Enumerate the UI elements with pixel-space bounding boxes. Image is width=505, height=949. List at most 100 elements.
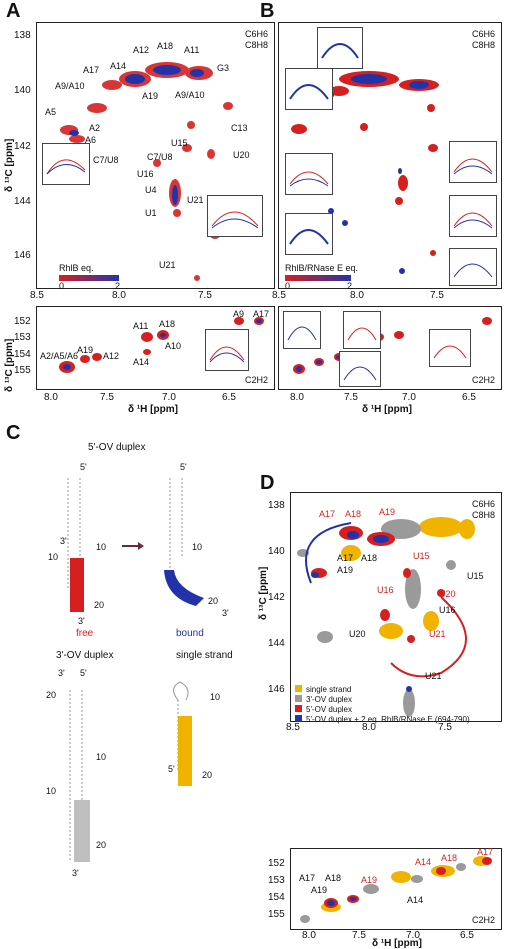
d-b-label-a18ss: A18: [325, 873, 342, 883]
a-bottom-inset: [205, 329, 249, 371]
a-b-label-a11: A11: [133, 321, 149, 331]
d-legend-label-bound: 5'-OV duplex + 2 eq. RhlB/RNase E (694-7…: [306, 715, 470, 724]
a-label-u1: U1: [145, 208, 157, 218]
a-label-a6: A6: [85, 135, 97, 145]
d-b-label-a17ss: A17: [299, 873, 316, 883]
d-b-label-a18ds: A18: [441, 853, 458, 863]
d-label-u16ss: U16: [439, 605, 456, 615]
a-bytick-154: 154: [14, 349, 31, 360]
a-label-u16: U16: [137, 169, 154, 179]
a-ytick-142: 142: [14, 141, 31, 152]
c-single-n10: 10: [210, 692, 221, 702]
a-b-label-a10: A10: [165, 341, 182, 351]
a-bytick-155: 155: [14, 365, 31, 376]
panel-a-bottom-spectrum: A11 A18 A10 A9 A17 A2/A5/A6 A19 A12 A14 …: [36, 306, 275, 390]
a-b-label-a18: A18: [159, 319, 176, 329]
a-colorbar-min: 0: [59, 281, 65, 291]
a-bytick-152: 152: [14, 316, 31, 327]
d-bytick-154: 154: [268, 892, 285, 903]
d-legend-label-single: single strand: [306, 685, 352, 694]
b-bottom-inset-1: [283, 311, 321, 349]
panel-c-letter: C: [6, 422, 21, 444]
a-bxtick-70: 7.0: [162, 392, 176, 403]
c-three-n20: 20: [46, 690, 57, 700]
d-legend-swatch-bound: [295, 715, 302, 722]
d-c2h2: C2H2: [471, 915, 495, 925]
c-five-n10-a: 10: [48, 552, 59, 562]
a-bxtick-75: 7.5: [100, 392, 114, 403]
d-legend-item-five: 5'-OV duplex: [295, 699, 495, 714]
c-three-ov-diagram: [69, 681, 192, 862]
b-bottom-inset-3: [339, 351, 381, 387]
d-label-u21ss: U21: [425, 671, 442, 681]
b-bottom-inset-2: [343, 311, 381, 349]
panel-a-top-spectrum: C6H6 C8H8 A12 A18 A11 A17 A14 G3 A9/A10 …: [36, 22, 275, 291]
b-colorbar-min: 0: [285, 281, 291, 291]
d-label-u16ds: U16: [377, 585, 394, 595]
panel-d-top-spectrum: C6H6 C8H8 A17 A18 A19 U15 U20 U16 U21 A1…: [290, 492, 502, 724]
c-five-p3-a: 3': [60, 536, 67, 546]
c-single-n20: 20: [202, 770, 213, 780]
d-b-label-a19ss: A19: [311, 885, 328, 895]
c-five-p5-a: 5': [80, 462, 87, 472]
d-legend-label-five: 5'-OV duplex: [306, 705, 352, 714]
b-c2h2: C2H2: [471, 375, 495, 385]
a-label-a11: A11: [184, 45, 200, 55]
b-bottom-inset-4: [429, 329, 471, 367]
d-legend-item-bound: 5'-OV duplex + 2 eq. RhlB/RNase E (694-7…: [295, 709, 495, 724]
a-b-label-a9: A9: [233, 309, 245, 319]
a-bytick-153: 153: [14, 332, 31, 343]
c-five-n20-a: 20: [94, 600, 105, 610]
c-five-n10-b: 10: [96, 542, 107, 552]
b-inset-2: [285, 68, 333, 110]
panel-b-top-spectrum: C6H6 C8H8 RhlB/RNase E eq. 0 2: [278, 22, 502, 291]
c-three-ov-title: 3'-OV duplex: [56, 650, 114, 661]
c-single-title: single strand: [176, 650, 233, 661]
a-label-a9a10: A9/A10: [55, 81, 85, 91]
d-legend: single strand 3'-OV duplex 5'-OV duplex …: [295, 679, 495, 724]
d-legend-item-three: 3'-OV duplex: [295, 689, 495, 704]
b-x-label: δ ¹H [ppm]: [362, 404, 412, 415]
a-colorbar-title: RhlB eq.: [59, 263, 94, 273]
d-c6h6: C6H6: [471, 499, 495, 509]
a-c2h2: C2H2: [244, 375, 268, 385]
c-three-p5: 5': [80, 668, 87, 678]
a-b-label-a17: A17: [253, 309, 270, 319]
a-xtick-80: 8.0: [112, 290, 126, 301]
a-label-a2: A2: [89, 123, 101, 133]
b-inset-3: [285, 153, 333, 195]
b-bxtick-75: 7.5: [344, 392, 358, 403]
d-legend-swatch-five: [295, 705, 302, 712]
d-label-u21ds: U21: [429, 629, 446, 639]
a-b-label-a12: A12: [103, 351, 120, 361]
d-label-a18ds: A18: [345, 509, 362, 519]
a-xtick-85: 8.5: [30, 290, 44, 301]
a-label-a5: A5: [45, 107, 57, 117]
panel-d-bottom-spectrum: A17 A14 A18 A19 A17 A18 A19 A14 C2H2: [290, 847, 502, 930]
a-label-a9a10-b: A9/A10: [175, 90, 205, 100]
a-c6h6: C6H6: [244, 29, 268, 39]
b-c6h6: C6H6: [471, 29, 495, 39]
panel-b-letter: B: [260, 0, 275, 22]
d-label-a17ds: A17: [319, 509, 336, 519]
b-c8h8: C8H8: [471, 40, 495, 50]
a-b-label-a2a5a6: A2/A5/A6: [40, 351, 79, 361]
d-legend-label-three: 3'-OV duplex: [306, 695, 352, 704]
c-five-ov-title: 5'-OV duplex: [88, 442, 146, 453]
b-inset-5: [449, 141, 497, 183]
a-bottom-peaks: [59, 317, 264, 373]
b-colorbar: [285, 275, 351, 281]
b-xtick-80: 8.0: [350, 290, 364, 301]
a-label-a18: A18: [157, 41, 174, 51]
a-label-u4: U4: [145, 185, 157, 195]
b-xtick-85: 8.5: [272, 290, 286, 301]
d-b-label-a17ds: A17: [477, 847, 494, 857]
a-ytick-146: 146: [14, 250, 31, 261]
d-label-a18ss: A18: [361, 553, 378, 563]
a-label-u15: U15: [171, 138, 188, 148]
a-x-label: δ ¹H [ppm]: [128, 404, 178, 415]
d-bytick-155: 155: [268, 909, 285, 920]
d-bytick-152: 152: [268, 858, 285, 869]
d-bytick-153: 153: [268, 875, 285, 886]
a-inset-2: [207, 195, 263, 237]
